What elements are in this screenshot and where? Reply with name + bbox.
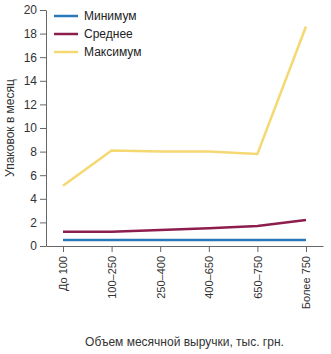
y-tick-mark	[40, 57, 46, 58]
x-tick: До 100	[57, 246, 69, 291]
y-tick: 16	[24, 51, 46, 65]
y-tick: 18	[24, 27, 46, 41]
y-tick: 12	[24, 98, 46, 112]
x-tick-label: До 100	[57, 256, 69, 291]
y-axis-line	[46, 11, 47, 247]
y-tick-label: 20	[24, 3, 38, 17]
series-line	[63, 220, 306, 232]
y-tick-mark	[40, 222, 46, 223]
series-line	[63, 239, 306, 242]
legend: Минимум Среднее Максимум	[54, 9, 141, 59]
plot: 0 2 4 6 8 10 12 14 16 18 20 До 100 100–250 250–400 400…	[24, 3, 324, 309]
y-tick-mark	[40, 152, 46, 153]
y-tick-mark	[40, 81, 46, 82]
legend-item: Минимум	[54, 9, 137, 23]
legend-swatch	[54, 33, 78, 36]
series-line	[63, 27, 306, 186]
y-tick-mark	[40, 34, 46, 35]
x-tick-label: 400–650	[203, 256, 215, 299]
y-tick-label: 2	[30, 216, 37, 230]
y-tick: 6	[30, 169, 46, 183]
x-tick: 100–250	[106, 246, 118, 299]
x-tick-label: 650–750	[252, 256, 264, 299]
x-tick: Более 750	[300, 246, 312, 309]
legend-item: Среднее	[54, 27, 133, 41]
y-tick-mark	[40, 175, 46, 176]
y-tick-mark	[40, 128, 46, 129]
legend-swatch	[54, 15, 78, 18]
y-axis: 0 2 4 6 8 10 12 14 16 18 20	[24, 3, 47, 253]
x-axis-line	[47, 246, 324, 247]
legend-label: Минимум	[84, 9, 137, 23]
x-axis: До 100 100–250 250–400 400–650 650–750 Более …	[47, 246, 324, 309]
y-tick-label: 6	[30, 169, 37, 183]
y-tick-mark	[40, 246, 46, 247]
legend-label: Максимум	[84, 45, 141, 59]
y-tick: 8	[30, 145, 46, 159]
y-tick-label: 16	[24, 51, 38, 65]
x-tick-mark	[160, 246, 161, 252]
series-group	[63, 27, 306, 241]
x-axis-title: Объем месячной выручки, тыс. грн.	[85, 335, 284, 349]
x-tick-label: 100–250	[106, 256, 118, 299]
x-tick-label: Более 750	[300, 256, 312, 309]
x-tick: 650–750	[252, 246, 264, 299]
y-tick-mark	[40, 199, 46, 200]
y-tick-label: 10	[24, 121, 38, 135]
legend-item: Максимум	[54, 45, 141, 59]
y-tick: 0	[30, 239, 46, 253]
y-axis-title: Упаковок в месяц	[3, 79, 17, 177]
x-tick-mark	[112, 246, 113, 252]
x-tick: 400–650	[203, 246, 215, 299]
y-tick-label: 8	[30, 145, 37, 159]
y-tick-label: 4	[30, 192, 37, 206]
y-tick-mark	[40, 104, 46, 105]
y-tick: 4	[30, 192, 46, 206]
x-tick-mark	[209, 246, 210, 252]
x-tick-mark	[63, 246, 64, 252]
legend-label: Среднее	[84, 27, 133, 41]
y-tick-label: 0	[30, 239, 37, 253]
y-tick: 14	[24, 74, 46, 88]
y-tick: 20	[24, 3, 46, 17]
legend-swatch	[54, 51, 78, 54]
y-tick: 2	[30, 216, 46, 230]
x-tick-label: 250–400	[155, 256, 167, 299]
x-tick-mark	[257, 246, 258, 252]
y-tick-mark	[40, 10, 46, 11]
y-tick: 10	[24, 121, 46, 135]
y-tick-label: 12	[24, 98, 38, 112]
y-tick-label: 18	[24, 27, 38, 41]
y-tick-label: 14	[24, 74, 38, 88]
x-tick-mark	[306, 246, 307, 252]
chart: 0 2 4 6 8 10 12 14 16 18 20 До 100 100–250 250–400 400…	[0, 0, 331, 354]
x-tick: 250–400	[155, 246, 167, 299]
